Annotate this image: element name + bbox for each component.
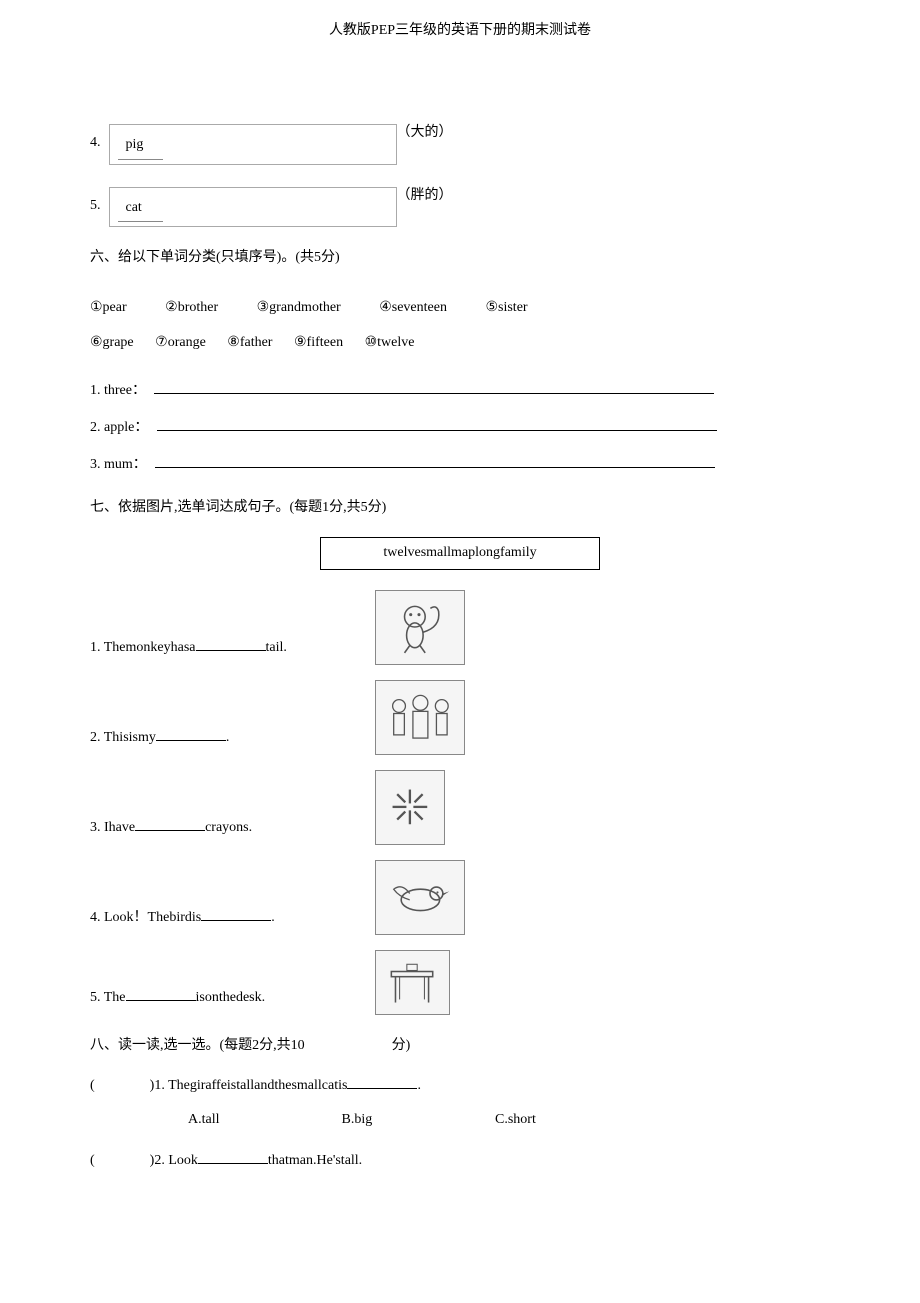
q6-answer-1-label: 1. three： bbox=[90, 383, 146, 398]
q6-blank-3[interactable] bbox=[155, 467, 715, 468]
q8-item-1: ()1. Thegiraffeistallandthesmallcatis. A… bbox=[90, 1075, 830, 1132]
q6-word-list: ①pear ②brother ③grandmother ④seventeen ⑤… bbox=[90, 290, 830, 360]
q5-row: 5. cat （胖的） bbox=[90, 185, 830, 227]
q4-number: 4. bbox=[90, 132, 101, 164]
q8-post-1: . bbox=[417, 1078, 421, 1093]
q5-box: cat bbox=[109, 187, 397, 227]
q8-num-1: )1. bbox=[150, 1078, 165, 1093]
question-4-5: 4. pig （大的） 5. cat （胖的） bbox=[90, 122, 830, 227]
q8-paren-2[interactable]: ()2. bbox=[90, 1153, 165, 1168]
q7-post-5: isonthedesk. bbox=[196, 990, 266, 1005]
q6-title: 六、给以下单词分类(只填序号)。(共5分) bbox=[90, 247, 830, 269]
q7-item-5: 5. The isonthedesk. bbox=[90, 950, 830, 1015]
desk-icon bbox=[375, 950, 450, 1015]
q7-post-3: crayons. bbox=[205, 820, 252, 835]
q7-pre-2: 2. Thisismy bbox=[90, 730, 156, 745]
q6-word-10: ⑩twelve bbox=[365, 325, 415, 360]
q4-hint: （大的） bbox=[397, 122, 453, 164]
q7-word-bank: twelvesmallmaplongfamily bbox=[320, 537, 600, 569]
question-8: 八、读一读,选一选。(每题2分,共10 分) ()1. Thegiraffeis… bbox=[90, 1035, 830, 1173]
q6-word-2: ②brother bbox=[165, 290, 218, 325]
bird-icon bbox=[375, 860, 465, 935]
q7-blank-1[interactable] bbox=[196, 650, 266, 651]
q8-opt-1c: C.short bbox=[495, 1109, 645, 1131]
q8-title-pre: 八、读一读,选一选。(每题2分,共10 bbox=[90, 1038, 305, 1053]
q4-box: pig bbox=[109, 124, 397, 164]
q8-item-2: ()2. Look thatman.He'stall. bbox=[90, 1150, 830, 1172]
q8-text-2-pre: Look bbox=[168, 1153, 198, 1168]
q8-paren-1[interactable]: ()1. bbox=[90, 1078, 165, 1093]
q7-title: 七、依据图片,选单词达成句子。(每题1分,共5分) bbox=[90, 497, 830, 519]
q8-blank-2[interactable] bbox=[198, 1163, 268, 1164]
q7-blank-5[interactable] bbox=[126, 1000, 196, 1001]
q8-num-2: )2. bbox=[150, 1153, 165, 1168]
page-title: 人教版PEP三年级的英语下册的期末测试卷 bbox=[90, 20, 830, 42]
q6-answer-2-label: 2. apple： bbox=[90, 420, 148, 435]
q6-answer-2: 2. apple： bbox=[90, 417, 830, 439]
q8-options-1: A.tall B.big C.short bbox=[90, 1109, 830, 1131]
question-6: 六、给以下单词分类(只填序号)。(共5分) ①pear ②brother ③gr… bbox=[90, 247, 830, 477]
q5-word: cat bbox=[118, 192, 163, 222]
q8-text-2-post: thatman.He'stall. bbox=[268, 1153, 362, 1168]
q8-title: 八、读一读,选一选。(每题2分,共10 分) bbox=[90, 1035, 830, 1057]
family-icon bbox=[375, 680, 465, 755]
q6-word-6: ⑥grape bbox=[90, 325, 134, 360]
q6-word-8: ⑧father bbox=[227, 325, 272, 360]
q5-number: 5. bbox=[90, 195, 101, 227]
q7-pre-1: 1. Themonkeyhasa bbox=[90, 640, 196, 655]
q7-item-3: 3. Ihave crayons. bbox=[90, 770, 830, 845]
q6-blank-1[interactable] bbox=[154, 393, 714, 394]
q8-opt-1b: B.big bbox=[342, 1109, 492, 1131]
q4-row: 4. pig （大的） bbox=[90, 122, 830, 164]
q6-word-9: ⑨fifteen bbox=[294, 325, 343, 360]
crayons-icon bbox=[375, 770, 445, 845]
q4-word: pig bbox=[118, 129, 163, 159]
q7-text-4: 4. Look！Thebirdis. bbox=[90, 907, 350, 934]
q6-word-7: ⑦orange bbox=[155, 325, 206, 360]
q6-blank-2[interactable] bbox=[157, 430, 717, 431]
q7-post-4: . bbox=[271, 910, 275, 925]
q7-item-4: 4. Look！Thebirdis. bbox=[90, 860, 830, 935]
q7-text-1: 1. Themonkeyhasa tail. bbox=[90, 637, 350, 664]
q6-answer-3-label: 3. mum： bbox=[90, 457, 147, 472]
q8-text-1: Thegiraffeistallandthesmallcatis bbox=[168, 1078, 347, 1093]
q6-word-3: ③grandmother bbox=[257, 290, 341, 325]
q7-text-2: 2. Thisismy. bbox=[90, 727, 350, 754]
q7-item-2: 2. Thisismy. bbox=[90, 680, 830, 755]
q7-item-1: 1. Themonkeyhasa tail. bbox=[90, 590, 830, 665]
q6-word-4: ④seventeen bbox=[379, 290, 447, 325]
q7-blank-3[interactable] bbox=[135, 830, 205, 831]
q8-blank-1[interactable] bbox=[347, 1088, 417, 1089]
q7-post-2: . bbox=[226, 730, 230, 745]
q7-pre-4: 4. Look！Thebirdis bbox=[90, 910, 201, 925]
q7-pre-5: 5. The bbox=[90, 990, 126, 1005]
q6-answer-1: 1. three： bbox=[90, 380, 830, 402]
q7-post-1: tail. bbox=[266, 640, 287, 655]
q6-word-1: ①pear bbox=[90, 290, 127, 325]
q7-blank-2[interactable] bbox=[156, 740, 226, 741]
q8-opt-1a: A.tall bbox=[188, 1109, 338, 1131]
q7-text-3: 3. Ihave crayons. bbox=[90, 817, 350, 844]
q6-answer-3: 3. mum： bbox=[90, 454, 830, 476]
q6-word-5: ⑤sister bbox=[485, 290, 527, 325]
q7-text-5: 5. The isonthedesk. bbox=[90, 987, 350, 1014]
question-7: 七、依据图片,选单词达成句子。(每题1分,共5分) twelvesmallmap… bbox=[90, 497, 830, 1015]
q7-pre-3: 3. Ihave bbox=[90, 820, 135, 835]
q8-title-post: 分) bbox=[392, 1038, 411, 1053]
q7-blank-4[interactable] bbox=[201, 920, 271, 921]
q5-hint: （胖的） bbox=[397, 185, 453, 227]
monkey-icon bbox=[375, 590, 465, 665]
